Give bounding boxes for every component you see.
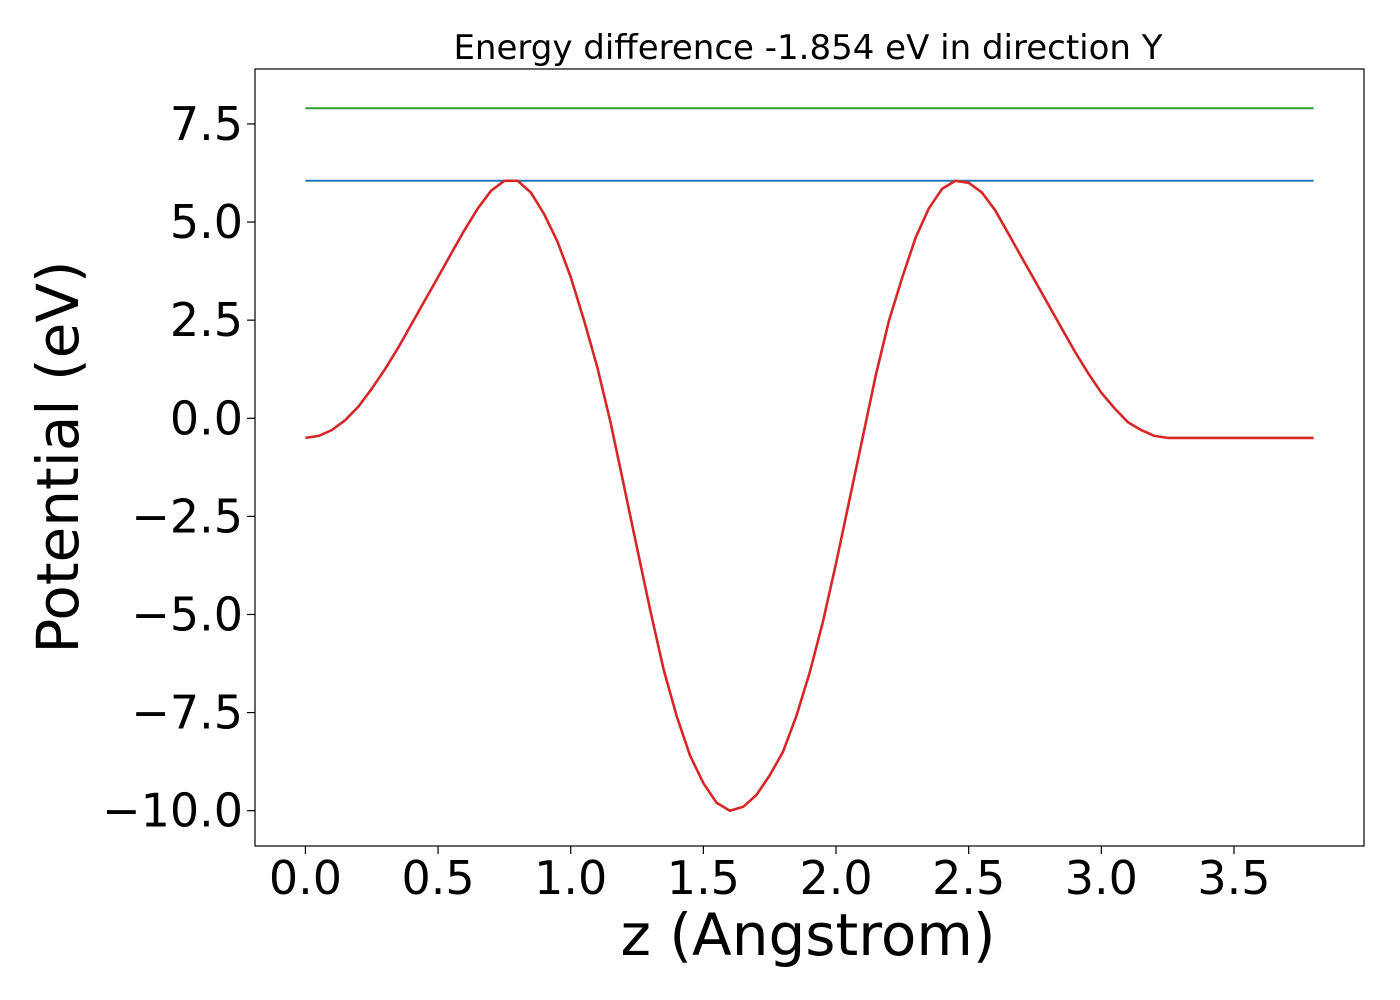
- series-line-2: [305, 179, 1314, 813]
- plot-frame: [254, 68, 1365, 847]
- y-tick-label: 0.0: [170, 391, 243, 445]
- y-tick-label: −2.5: [131, 489, 243, 543]
- y-tick-label: −7.5: [131, 686, 243, 740]
- x-tick-label: 2.0: [799, 851, 872, 905]
- x-tick-label: 2.5: [932, 851, 1005, 905]
- x-tick-label: 0.0: [269, 851, 342, 905]
- y-tick-label: 5.0: [170, 195, 243, 249]
- x-tick-label: 3.0: [1065, 851, 1138, 905]
- y-tick-label: −5.0: [131, 587, 243, 641]
- x-tick-label: 1.5: [667, 851, 740, 905]
- x-tick-label: 1.0: [534, 851, 607, 905]
- y-tick-label: −10.0: [102, 784, 243, 838]
- y-tick-label: 7.5: [170, 97, 243, 151]
- x-tick-label: 0.5: [401, 851, 474, 905]
- x-tick-label: 3.5: [1197, 851, 1270, 905]
- y-tick-label: 2.5: [170, 293, 243, 347]
- x-axis-label: z (Angstrom): [621, 901, 996, 969]
- chart-title: Energy difference -1.854 eV in direction…: [453, 28, 1162, 68]
- y-axis-label: Potential (eV): [24, 260, 92, 653]
